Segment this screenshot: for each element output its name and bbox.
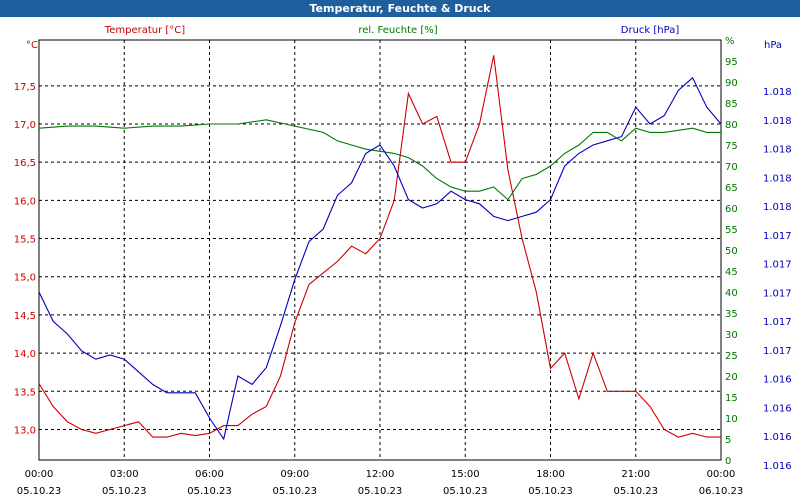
humidity-tick: 90 [725,78,738,89]
humidity-series-line [38,119,721,201]
temperature-tick: 14,5 [14,311,36,322]
x-tick-time: 21:00 [621,469,650,480]
pressure-tick: 1.016 [763,432,792,443]
x-tick-time: 00:00 [707,469,736,480]
x-tick-date: 05.10.23 [102,486,147,497]
plot-frame [38,39,722,461]
x-tick-date: 05.10.23 [613,486,658,497]
x-ticks: 00:00 05.10.23 03:00 05.10.23 06:00 05.10.23 0… [17,469,744,497]
x-tick-time: 09:00 [280,469,309,480]
humidity-tick: 20 [725,372,738,383]
humidity-tick: 95 [725,57,738,68]
pressure-tick: 1.016 [763,375,792,386]
pressure-tick: 1.018 [763,145,792,156]
pressure-tick: 1.017 [763,317,792,328]
pressure-tick: 1.017 [763,260,792,271]
temperature-tick: 17,5 [14,82,36,93]
humidity-tick: 15 [725,393,738,404]
x-tick-date: 05.10.23 [272,486,317,497]
temperature-series-line [38,55,721,438]
window-title: Temperatur, Feuchte & Druck [0,0,800,17]
temperature-tick: 17,0 [14,120,36,131]
humidity-tick: 30 [725,330,738,341]
humidity-tick: 25 [725,351,738,362]
temperature-tick: 14,0 [14,349,36,360]
pressure-tick: 1.018 [763,87,792,98]
temperature-tick: 16,5 [14,158,36,169]
series-group [38,55,722,441]
pressure-axis-title: Druck [hPa] [621,25,680,36]
x-tick-date: 05.10.23 [358,486,403,497]
pressure-tick: 1.017 [763,346,792,357]
x-tick-date: 05.10.23 [528,486,573,497]
humidity-tick: 40 [725,288,738,299]
temperature-unit: °C [26,40,38,51]
x-tick-time: 12:00 [366,469,395,480]
grid [39,40,721,460]
humidity-tick: 10 [725,414,738,425]
humidity-tick: 60 [725,204,738,215]
x-tick-time: 03:00 [110,469,139,480]
x-tick-date: 05.10.23 [443,486,488,497]
temperature-tick: 15,5 [14,235,36,246]
humidity-ticks: 0 5 10 15 20 25 30 35 40 45 50 55 60 65 70 75 80 85 90 95% [725,36,738,467]
humidity-tick: 70 [725,162,738,173]
pressure-tick: 1.018 [763,116,792,127]
pressure-unit: hPa [764,40,782,51]
temperature-tick: 15,0 [14,273,36,284]
temperature-tick: 16,0 [14,196,36,207]
pressure-tick: 1.017 [763,231,792,242]
pressure-tick: 1.018 [763,173,792,184]
x-tick-date: 05.10.23 [187,486,232,497]
temperature-tick: 13,5 [14,387,36,398]
x-tick-time: 18:00 [536,469,565,480]
pressure-ticks: 1.016 1.016 1.016 1.016 1.017 1.017 1.017 1.017… [763,87,792,472]
pressure-tick: 1.016 [763,461,792,472]
pressure-tick: 1.016 [763,403,792,414]
humidity-tick: 5 [725,435,731,446]
x-tick-date: 06.10.23 [699,486,744,497]
humidity-tick: 55 [725,225,738,236]
x-tick-time: 00:00 [25,469,54,480]
humidity-tick: 50 [725,246,738,257]
humidity-tick: 80 [725,120,738,131]
humidity-tick: % [725,36,735,47]
x-tick-time: 06:00 [195,469,224,480]
humidity-tick: 65 [725,183,738,194]
pressure-tick: 1.017 [763,288,792,299]
pressure-series-line [38,76,722,441]
humidity-tick: 35 [725,309,738,320]
x-tick-date: 05.10.23 [17,486,62,497]
pressure-tick: 1.018 [763,202,792,213]
humidity-tick: 45 [725,267,738,278]
temperature-axis-title: Temperatur [°C] [104,25,185,36]
chart-area: Temperatur [°C] rel. Feuchte [%] Druck [… [14,25,792,497]
humidity-tick: 0 [725,456,731,467]
temperature-tick: 13,0 [14,425,36,436]
humidity-axis-title: rel. Feuchte [%] [358,25,437,36]
temperature-ticks: 13,0 13,5 14,0 14,5 15,0 15,5 16,0 16,5 17,0 17,5 [14,82,36,437]
x-tick-time: 15:00 [451,469,480,480]
humidity-tick: 75 [725,141,738,152]
humidity-tick: 85 [725,99,738,110]
